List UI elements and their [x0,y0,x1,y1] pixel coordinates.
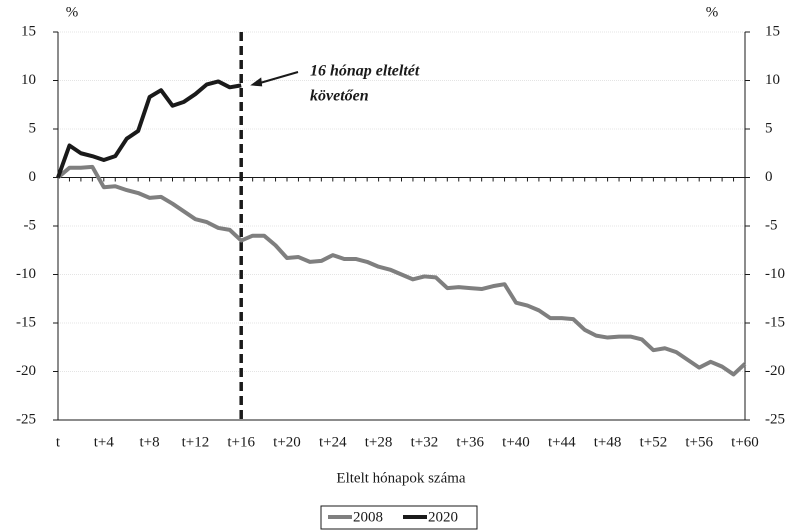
y-tick-label: -15 [16,314,36,330]
x-tick-label: t+24 [319,434,347,450]
x-tick-label: t+48 [594,434,622,450]
y-tick-label: 10 [21,72,36,88]
line-series [56,164,747,377]
x-tick-label: t+60 [731,434,759,450]
y-tick-label: 15 [21,23,36,39]
y2-tick-label: 0 [765,169,773,185]
x-tick-label: t+12 [182,434,210,450]
annotation-arrowhead [250,77,263,87]
x-tick-label: t+56 [685,434,713,450]
x-tick-label: t+20 [273,434,301,450]
legend-box [320,505,478,530]
y-tick-label: -10 [16,266,36,282]
y-tick-label: -25 [16,411,36,427]
x-tick-label: t+44 [548,434,576,450]
y2-tick-label: -20 [765,363,785,379]
y2-tick-label: 10 [765,72,780,88]
y2-tick-label: 5 [765,120,773,136]
y-tick-label: -5 [24,217,37,233]
x-tick-label: t+28 [365,434,393,450]
x-tick-label: t+8 [140,434,160,450]
y2-tick-label: -10 [765,266,785,282]
x-tick-label: t+16 [227,434,255,450]
legend-label: 2020 [428,509,458,525]
x-axis-label: Eltelt hónapok száma [336,470,465,486]
x-tick-label: t+32 [411,434,439,450]
annotation: követően [310,88,369,105]
annotation-arrow [254,71,299,86]
line-series [56,79,242,179]
y-unit-left: % [66,4,79,20]
y-tick-label: 5 [29,120,37,136]
y-tick-label: 0 [29,169,37,185]
y2-tick-label: -25 [765,411,785,427]
legend-label: 2008 [353,509,383,525]
y2-tick-label: -5 [765,217,778,233]
y2-tick-label: -15 [765,314,785,330]
x-tick-label: t+40 [502,434,530,450]
x-tick-label: t+52 [640,434,668,450]
x-tick-label: t+4 [94,434,115,450]
y2-tick-label: 15 [765,23,780,39]
annotation: 16 hónap elteltét [310,63,420,80]
x-tick-label: t [56,434,61,450]
y-tick-label: -20 [16,363,36,379]
x-tick-label: t+36 [456,434,484,450]
y-unit-right: % [706,4,719,20]
